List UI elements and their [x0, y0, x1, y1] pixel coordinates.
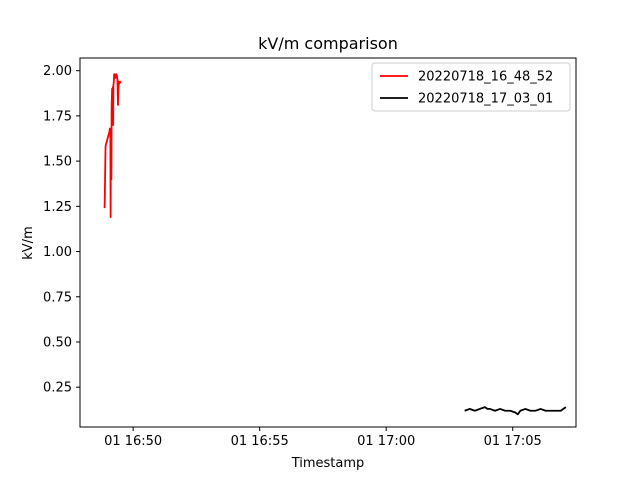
legend-label-1: 20220718_16_48_52: [418, 70, 553, 85]
chart-title: kV/m comparison: [258, 34, 398, 53]
y-tick-label: 1.75: [43, 109, 72, 124]
x-tick-label: 01 16:55: [231, 434, 289, 449]
y-tick-label: 0.25: [43, 381, 72, 396]
x-axis: 01 16:50 01 16:55 01 17:00 01 17:05: [104, 427, 542, 449]
legend: 20220718_16_48_52 20220718_17_03_01: [371, 62, 571, 112]
y-axis: 0.25 0.50 0.75 1.00 1.25 1.50 1.75 2.00: [43, 64, 80, 396]
y-tick-label: 1.00: [43, 245, 72, 260]
y-tick-label: 1.50: [43, 155, 72, 170]
x-axis-label: Timestamp: [291, 456, 365, 471]
series-line-2: [464, 406, 567, 416]
y-tick-label: 0.50: [43, 335, 72, 350]
legend-box: [371, 62, 571, 112]
y-tick-label: 1.25: [43, 200, 72, 215]
plot-frame: [79, 57, 577, 428]
series-line-1: [103, 73, 122, 219]
plot-area: [103, 73, 567, 416]
y-axis-label: kV/m: [21, 226, 36, 259]
x-tick-label: 01 16:50: [104, 434, 162, 449]
legend-label-2: 20220718_17_03_01: [418, 92, 553, 107]
x-tick-label: 01 17:00: [357, 434, 415, 449]
x-tick-label: 01 17:05: [484, 434, 542, 449]
y-tick-label: 2.00: [43, 64, 72, 79]
y-tick-label: 0.75: [43, 290, 72, 305]
